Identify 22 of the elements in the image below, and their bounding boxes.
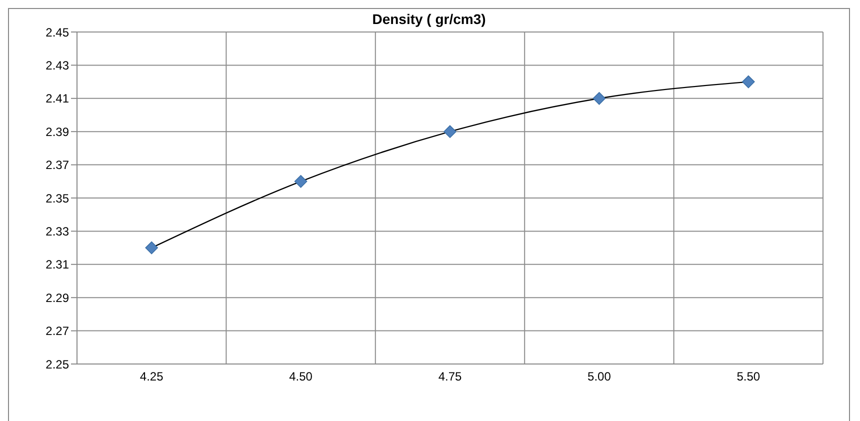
point	[742, 75, 755, 88]
point	[444, 125, 456, 138]
y-tick-label: 2.25	[46, 357, 70, 372]
y-tick-label: 2.39	[46, 124, 70, 139]
x-tick-label: 4.50	[289, 370, 313, 384]
y-tick-label: 2.33	[46, 224, 70, 238]
y-tick-label: 2.27	[46, 324, 70, 338]
point	[145, 241, 158, 254]
y-tick-label: 2.43	[46, 58, 70, 72]
point	[592, 92, 606, 105]
x-tick-label: 5.50	[736, 370, 760, 384]
y-tick-label: 2.29	[46, 290, 70, 305]
y-tick-label: 2.45	[46, 25, 70, 40]
x-tick-label: 4.75	[438, 370, 462, 384]
x-tick-label: 4.25	[140, 370, 164, 384]
y-tick-label: 2.37	[46, 158, 70, 172]
y-tick-label: 2.31	[46, 258, 70, 272]
y-tick-label: 2.35	[46, 191, 70, 206]
x-tick-label: 5.00	[588, 370, 612, 384]
point	[294, 175, 308, 188]
chart-title: Density ( gr/cm3)	[371, 11, 487, 27]
y-tick-label: 2.41	[46, 92, 70, 106]
